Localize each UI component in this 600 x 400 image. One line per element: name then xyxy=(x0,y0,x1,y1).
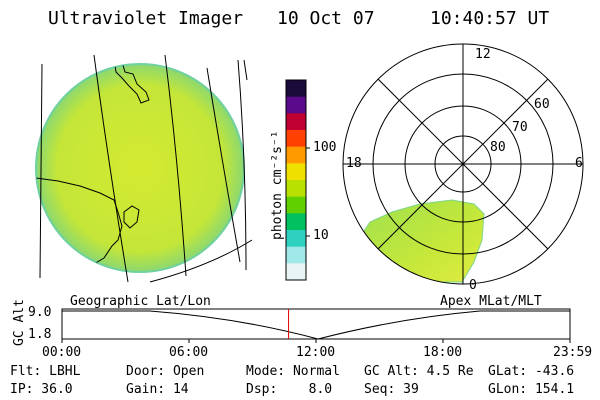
meridian-line xyxy=(39,63,43,279)
geographic-image xyxy=(35,54,253,283)
lat-label-80: 80 xyxy=(490,140,506,155)
glon-info: GLon: 154.1 xyxy=(488,382,575,397)
door-info: Door: Open xyxy=(126,364,205,379)
colorbar xyxy=(285,79,310,281)
timeline-xtick: 18:00 xyxy=(423,345,463,360)
timeline-xtick: 00:00 xyxy=(42,345,82,360)
colorbar-segment xyxy=(286,130,306,148)
colorbar-tick-10: 10 xyxy=(313,228,329,243)
timeline-ytick-high: 9.0 xyxy=(28,305,52,320)
timeline-xtick: 06:00 xyxy=(169,345,209,360)
colorbar-segment xyxy=(286,263,306,281)
ip-info: IP: 36.0 xyxy=(10,382,73,397)
glat-info: GLat: -43.6 xyxy=(488,364,575,379)
colorbar-tick-100: 100 xyxy=(313,140,337,155)
gain-info: Gain: 14 xyxy=(126,382,189,397)
timeline-ylabel: GC Alt xyxy=(12,299,27,346)
colorbar-segment xyxy=(286,246,306,264)
geo-image-disk xyxy=(35,63,245,273)
mode-info: Mode: Normal xyxy=(246,364,340,379)
polar-panel-label: Apex MLat/MLT xyxy=(440,294,542,309)
parallel-line xyxy=(149,239,253,283)
meridian-line xyxy=(164,54,187,277)
meridian-line xyxy=(206,67,241,263)
mlt-label-12: 12 xyxy=(475,47,491,62)
lat-label-70: 70 xyxy=(512,120,528,135)
mlt-label-0: 0 xyxy=(469,278,477,293)
timeline-xtick: 23:59 xyxy=(553,345,593,360)
gc-alt-info: GC Alt: 4.5 Re xyxy=(364,364,474,379)
polar-plot xyxy=(342,43,584,285)
colorbar-segment xyxy=(286,163,306,181)
colorbar-segment xyxy=(286,213,306,231)
coastline xyxy=(36,177,123,272)
timeline-panel xyxy=(61,308,571,343)
colorbar-segment xyxy=(286,96,306,114)
timeline-ytick-low: 1.8 xyxy=(28,327,52,342)
colorbar-segment xyxy=(286,80,306,98)
colorbar-segment xyxy=(286,113,306,131)
mlt-label-18: 18 xyxy=(346,156,362,171)
coastline xyxy=(114,64,150,104)
timeline-xtick: 12:00 xyxy=(296,345,336,360)
auroral-emission xyxy=(361,199,485,283)
meridian-line xyxy=(93,54,129,283)
colorbar-segment xyxy=(286,230,306,248)
date-label: 10 Oct 07 xyxy=(277,8,375,29)
geo-panel-label: Geographic Lat/Lon xyxy=(70,294,211,309)
seq-info: Seq: 39 xyxy=(364,382,419,397)
timeline-frame xyxy=(61,308,571,340)
mlt-label-6: 6 xyxy=(575,156,583,171)
altitude-curve xyxy=(62,310,570,340)
colorbar-segment xyxy=(286,196,306,214)
instrument-title: Ultraviolet Imager xyxy=(48,8,244,29)
lat-label-60: 60 xyxy=(534,97,550,112)
polar-diagonal xyxy=(377,78,549,250)
time-label: 10:40:57 UT xyxy=(430,8,550,29)
dsp-info: Dsp: 8.0 xyxy=(246,382,333,397)
colorbar-frame xyxy=(285,79,307,281)
filter-info: Flt: LBHL xyxy=(10,364,81,379)
colorbar-unit-label: photon cm⁻²s⁻¹ xyxy=(270,130,285,240)
colorbar-segment xyxy=(286,146,306,164)
colorbar-segment xyxy=(286,180,306,198)
meridian-line xyxy=(243,59,248,81)
coastline xyxy=(123,205,140,229)
